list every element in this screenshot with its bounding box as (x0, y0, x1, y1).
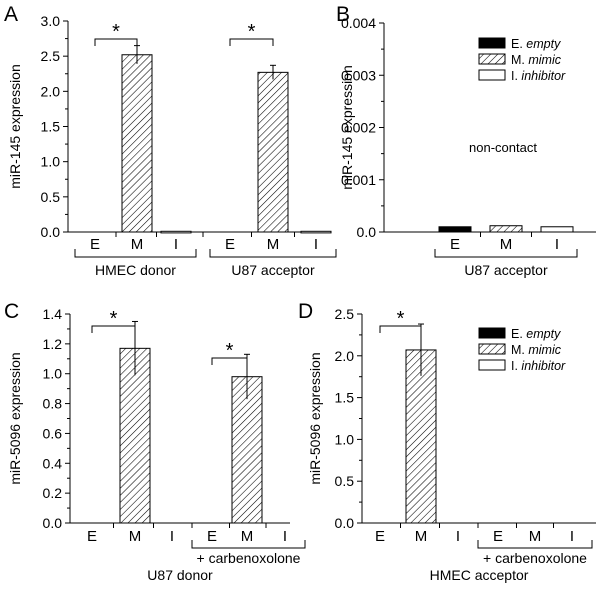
y-tick-label: 0.4 (43, 455, 63, 471)
bar-mimic (406, 350, 436, 523)
x-category-label: M (267, 236, 280, 253)
y-tick-label: 1.2 (43, 336, 63, 352)
x-axis-title: HMEC acceptor (430, 567, 529, 583)
legend-label: I. inhibitor (511, 359, 566, 373)
y-axis-title: miR-5096 expression (7, 352, 23, 484)
y-tick-label: 0.8 (43, 396, 63, 412)
x-category-label: E (225, 236, 235, 253)
y-tick-label: 0.0 (357, 224, 377, 240)
y-tick-label: 2.5 (41, 48, 61, 64)
x-category-label: M (131, 236, 144, 253)
x-category-label: M (129, 528, 142, 545)
x-category-label: M (500, 236, 513, 253)
panel-letter: C (4, 300, 19, 323)
y-tick-label: 1.4 (43, 306, 63, 322)
panel-letter: A (4, 3, 18, 26)
y-tick-label: 1.5 (41, 119, 61, 135)
y-tick-label: 0.004 (341, 15, 376, 31)
legend-label: E. empty (511, 37, 561, 51)
bar-mimic (490, 226, 522, 232)
x-category-label: M (529, 528, 542, 545)
bar-mimic (258, 72, 288, 232)
x-category-label: I (283, 528, 287, 545)
y-tick-label: 1.0 (43, 366, 63, 382)
annotation-text: non-contact (469, 140, 537, 155)
legend-swatch-mimic (479, 54, 505, 64)
group-label: HMEC donor (95, 262, 176, 278)
x-category-label: I (456, 528, 460, 545)
y-axis-title: miR-145 expression (339, 65, 355, 190)
x-category-label: E (207, 528, 217, 545)
legend-label: E. empty (511, 327, 561, 341)
x-category-label: I (314, 236, 318, 253)
y-tick-label: 2.0 (335, 348, 355, 364)
y-tick-label: 1.0 (335, 431, 355, 447)
y-tick-label: 2.0 (41, 83, 61, 99)
legend-label: I. inhibitor (511, 69, 566, 83)
y-axis-title: miR-145 expression (7, 64, 23, 189)
x-category-label: E (87, 528, 97, 545)
x-category-label: I (174, 236, 178, 253)
y-tick-label: 0.5 (41, 189, 61, 205)
y-tick-label: 1.5 (335, 390, 355, 406)
panel-c-chart: 0.0 0.2 0.4 0.6 0.8 1.0 1.2 1.4 miR-5096 express… (7, 306, 305, 583)
bar-mimic (122, 55, 152, 232)
x-category-label: E (493, 528, 503, 545)
y-tick-label: 0.5 (335, 473, 355, 489)
legend: E. empty M. mimic I. inhibitor (479, 37, 566, 83)
group-label: U87 acceptor (464, 262, 548, 278)
x-category-label: M (241, 528, 254, 545)
x-category-label: I (570, 528, 574, 545)
y-tick-label: 0.0 (43, 515, 63, 531)
group-label: + carbenoxolone (483, 550, 587, 566)
significance-star: * (248, 21, 256, 43)
x-category-label: M (415, 528, 428, 545)
y-tick-label: 0.0 (41, 224, 61, 240)
group-label: U87 acceptor (231, 262, 315, 278)
bar-empty (439, 227, 471, 232)
legend-swatch-mimic (479, 344, 505, 354)
y-tick-label: 2.5 (335, 306, 355, 322)
panel-a-chart: 0.0 0.5 1.0 1.5 2.0 2.5 3.0 miR-145 expression E… (7, 13, 336, 278)
x-category-label: E (450, 236, 460, 253)
x-category-label: E (375, 528, 385, 545)
legend-swatch-inhibitor (479, 70, 505, 80)
legend: E. empty M. mimic I. inhibitor (479, 327, 566, 373)
legend-swatch-inhibitor (479, 360, 505, 370)
panel-b-chart: 0.0 0.001 0.002 0.003 0.004 miR-145 expressio… (339, 15, 596, 278)
bar-inhibitor (301, 231, 331, 233)
group-label: + carbenoxolone (197, 550, 301, 566)
bar-inhibitor (161, 231, 191, 233)
legend-swatch-empty (479, 328, 505, 338)
y-tick-label: 3.0 (41, 13, 61, 29)
significance-star: * (110, 308, 118, 330)
panel-d-chart: 0.0 0.5 1.0 1.5 2.0 2.5 miR-5096 expression E M I… (307, 306, 596, 583)
figure: A B C D 0.00.51.01.52.02.53.0miR-145 exp… (0, 0, 600, 589)
panel-letter: D (298, 300, 313, 323)
y-tick-label: 0.2 (43, 485, 63, 501)
y-axis-title: miR-5096 expression (307, 352, 323, 484)
y-tick-label: 1.0 (41, 154, 61, 170)
bar-inhibitor (541, 227, 573, 232)
y-tick-label: 0.6 (43, 425, 63, 441)
legend-label: M. mimic (511, 53, 562, 67)
significance-star: * (112, 21, 120, 43)
y-tick-label: 0.0 (335, 515, 355, 531)
x-axis-title: U87 donor (147, 567, 213, 583)
x-category-label: E (90, 236, 100, 253)
significance-star: * (397, 308, 405, 330)
x-category-label: I (555, 236, 559, 253)
legend-label: M. mimic (511, 343, 562, 357)
legend-swatch-empty (479, 38, 505, 48)
x-category-label: I (170, 528, 174, 545)
significance-star: * (226, 340, 234, 362)
